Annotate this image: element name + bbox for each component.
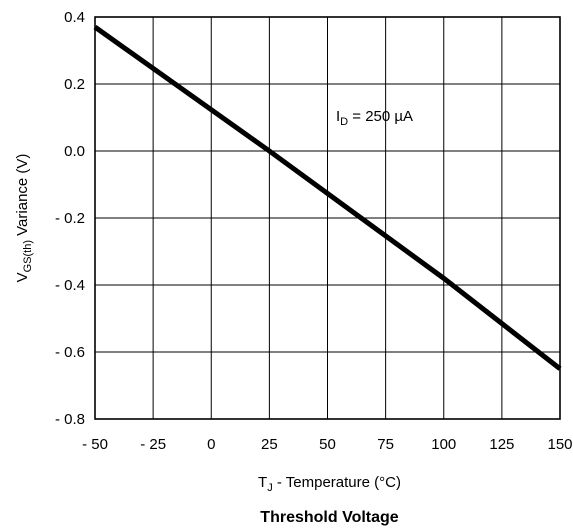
y-tick-label: - 0.6	[55, 344, 85, 361]
x-tick-labels: - 50 - 25 0 25 50 75 100 125 150	[82, 436, 572, 453]
y-axis-label: VGS(th) Variance (V)	[14, 154, 34, 283]
x-tick-label: 50	[319, 436, 336, 453]
x-tick-label: - 50	[82, 436, 108, 453]
x-tick-label: 150	[547, 436, 572, 453]
y-tick-label: 0.4	[64, 9, 85, 26]
y-tick-label: - 0.4	[55, 277, 85, 294]
x-tick-label: - 25	[140, 436, 166, 453]
y-tick-label: 0.2	[64, 76, 85, 93]
annotation-label: ID = 250 µA	[336, 108, 413, 128]
y-tick-label: - 0.8	[55, 411, 85, 428]
x-tick-label: 75	[377, 436, 394, 453]
x-tick-label: 25	[261, 436, 278, 453]
x-tick-label: 125	[489, 436, 514, 453]
chart-title: Threshold Voltage	[260, 509, 398, 526]
y-tick-label: - 0.2	[55, 210, 85, 227]
y-tick-labels: 0.4 0.2 0.0 - 0.2 - 0.4 - 0.6 - 0.8	[55, 9, 85, 428]
x-tick-label: 100	[431, 436, 456, 453]
x-axis-label: TJ - Temperature (°C)	[258, 474, 401, 494]
y-tick-label: 0.0	[64, 143, 85, 160]
x-tick-label: 0	[207, 436, 215, 453]
